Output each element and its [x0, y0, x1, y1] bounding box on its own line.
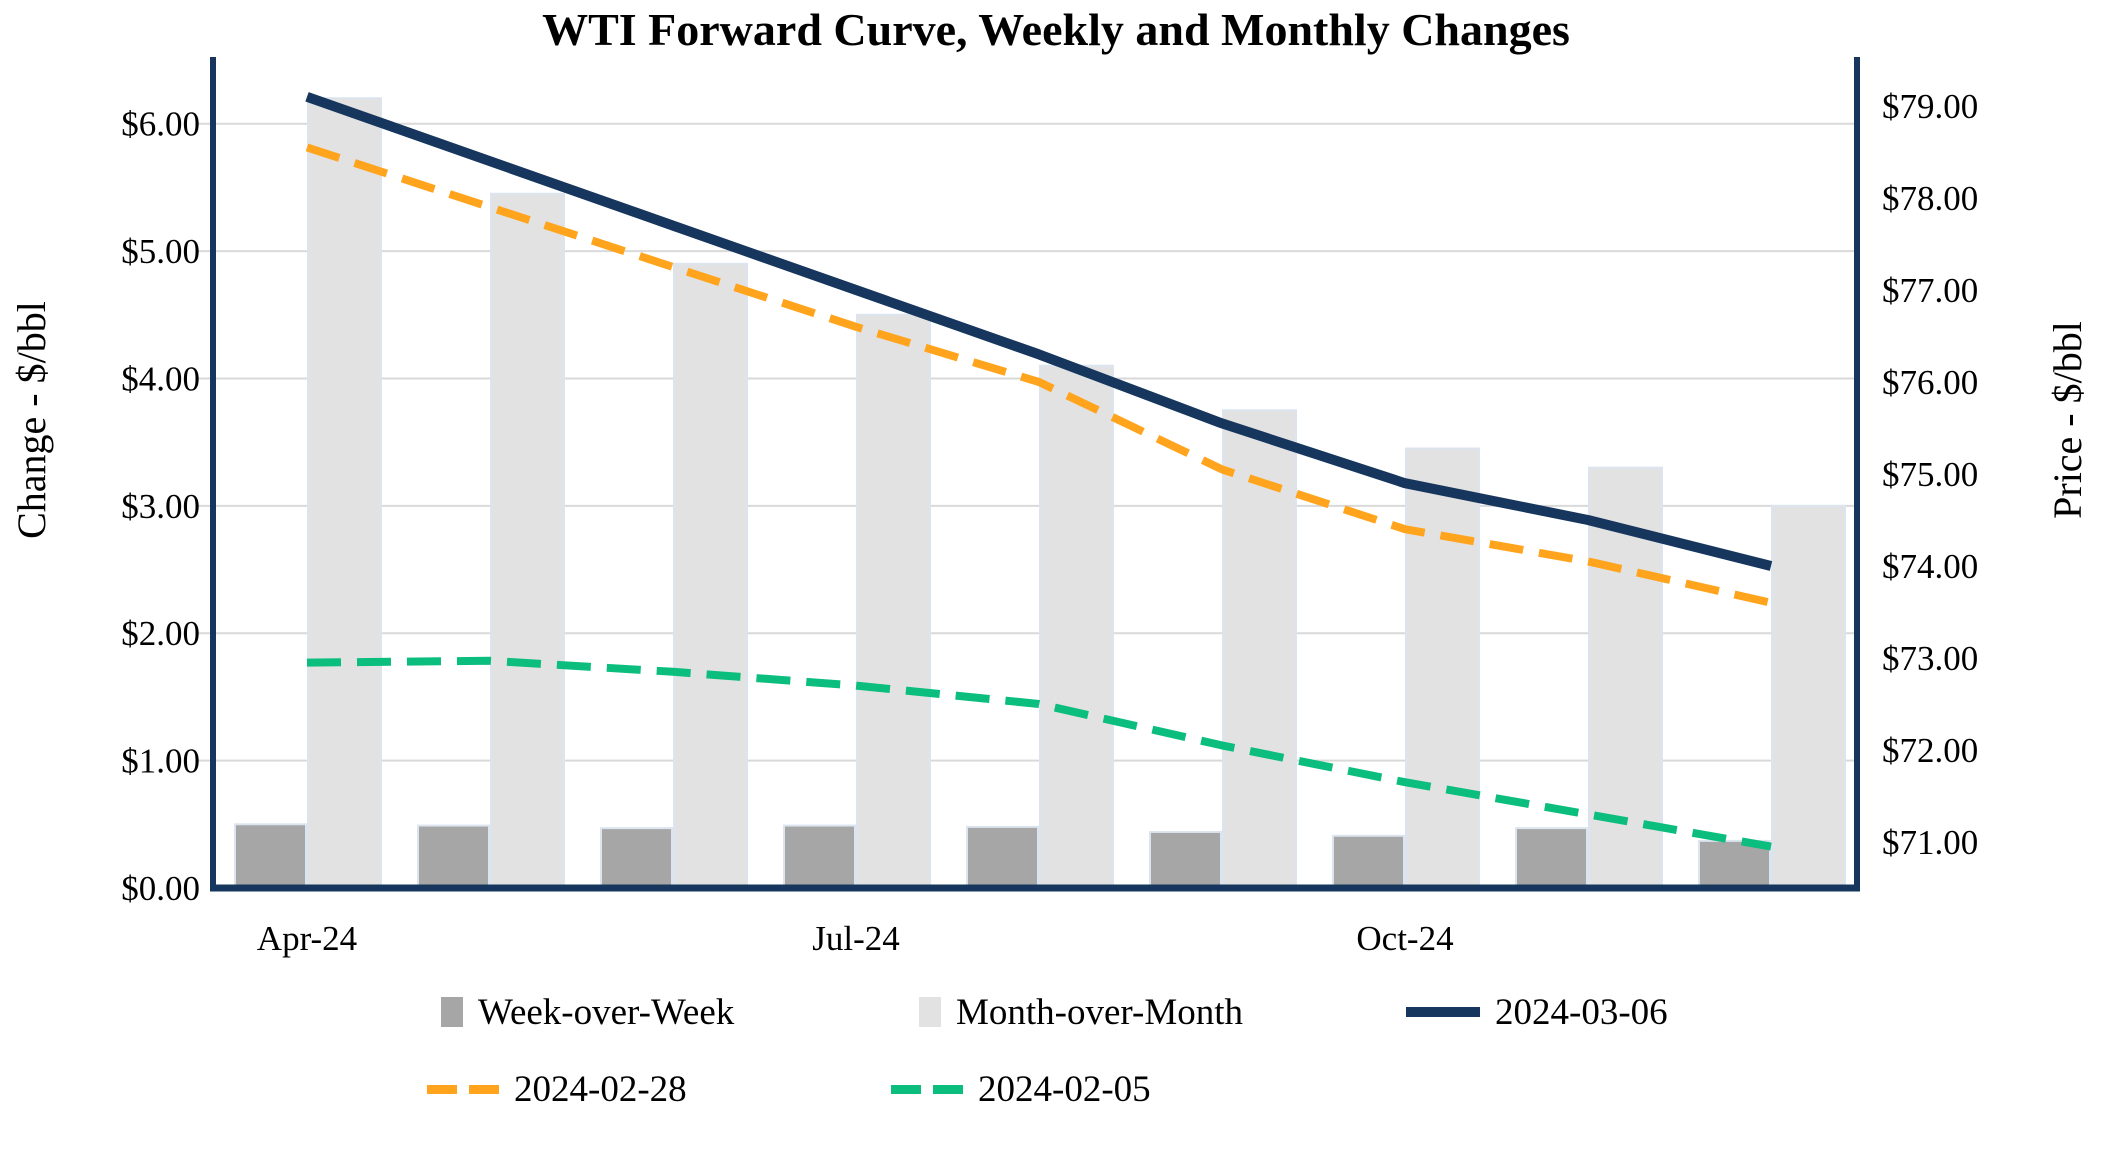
bar-month-over-month — [490, 192, 565, 889]
month-over-month-swatch-icon — [919, 997, 941, 1027]
line-series-2024-02-28 — [305, 143, 1772, 607]
right-axis-tick-label: $75.00 — [1882, 455, 1978, 494]
left-axis-tick-label: $6.00 — [121, 105, 200, 144]
legend-label-2024-02-05: 2024-02-05 — [978, 1068, 1151, 1110]
right-axis-tick-label: $76.00 — [1882, 363, 1978, 402]
legend-label-week-over-week: Week-over-Week — [478, 991, 735, 1033]
left-axis-tick-label: $1.00 — [121, 742, 200, 781]
solid-line-swatch-icon — [1406, 1007, 1480, 1017]
legend-item-2024-02-05: 2024-02-05 — [891, 1063, 1151, 1115]
bar-month-over-month — [1222, 409, 1297, 889]
legend-item-2024-02-28: 2024-02-28 — [427, 1063, 687, 1115]
legend-label-month-over-month: Month-over-Month — [956, 991, 1244, 1033]
legend-item-month-over-month: Month-over-Month — [919, 986, 1243, 1038]
right-axis-tick-label: $73.00 — [1882, 639, 1978, 678]
green-dashed-line-swatch-icon — [891, 1084, 963, 1094]
left-axis-tick-label: $2.00 — [121, 614, 200, 653]
bar-month-over-month — [1771, 504, 1846, 889]
legend-item-2024-03-06: 2024-03-06 — [1406, 986, 1668, 1038]
x-axis-tick-label: Jul-24 — [812, 919, 900, 958]
left-axis-tick-label: $5.00 — [121, 232, 200, 271]
x-axis-tick-label: Oct-24 — [1356, 919, 1453, 958]
right-axis-tick-label: $71.00 — [1882, 823, 1978, 862]
bar-week-over-week — [966, 825, 1039, 890]
bar-week-over-week — [783, 824, 856, 890]
bar-week-over-week — [1515, 827, 1588, 889]
right-axis-tick-label: $79.00 — [1882, 87, 1978, 126]
left-axis-tick-label: $0.00 — [121, 869, 200, 908]
right-axis-tick-label: $77.00 — [1882, 271, 1978, 310]
legend-label-2024-03-06: 2024-03-06 — [1495, 991, 1668, 1033]
line-series-2024-03-06 — [305, 92, 1773, 571]
chart-title: WTI Forward Curve, Weekly and Monthly Ch… — [542, 4, 1570, 55]
x-axis-tick-label: Apr-24 — [257, 919, 357, 958]
right-axis-tick-label: $72.00 — [1882, 731, 1978, 770]
bar-week-over-week — [1149, 830, 1222, 889]
legend-item-week-over-week: Week-over-Week — [441, 986, 734, 1038]
bar-week-over-week — [600, 827, 673, 889]
left-axis-tick-label: $3.00 — [121, 487, 200, 526]
bar-week-over-week — [417, 824, 490, 890]
bar-week-over-week — [234, 823, 307, 889]
bar-month-over-month — [307, 97, 382, 889]
left-axis-tick-label: $4.00 — [121, 359, 200, 398]
week-over-week-swatch-icon — [441, 997, 463, 1027]
legend-label-2024-02-28: 2024-02-28 — [514, 1068, 687, 1110]
orange-dashed-line-swatch-icon — [427, 1084, 499, 1094]
line-series-2024-02-05 — [306, 656, 1772, 851]
bar-week-over-week — [1332, 834, 1405, 889]
bar-month-over-month — [856, 313, 931, 889]
right-axis-tick-label: $78.00 — [1882, 179, 1978, 218]
bar-month-over-month — [673, 262, 748, 890]
bar-month-over-month — [1405, 447, 1480, 889]
bar-month-over-month — [1039, 364, 1114, 889]
right-axis-tick-label: $74.00 — [1882, 547, 1978, 586]
